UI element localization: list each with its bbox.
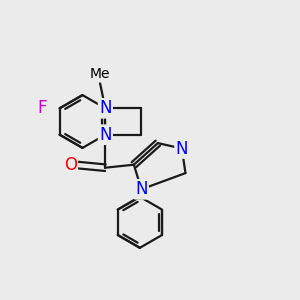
Text: O: O	[64, 156, 77, 174]
Text: F: F	[38, 99, 47, 117]
Text: N: N	[135, 180, 148, 198]
Text: Me: Me	[90, 68, 110, 81]
Text: N: N	[99, 99, 112, 117]
Text: N: N	[176, 140, 188, 158]
Text: N: N	[99, 126, 112, 144]
